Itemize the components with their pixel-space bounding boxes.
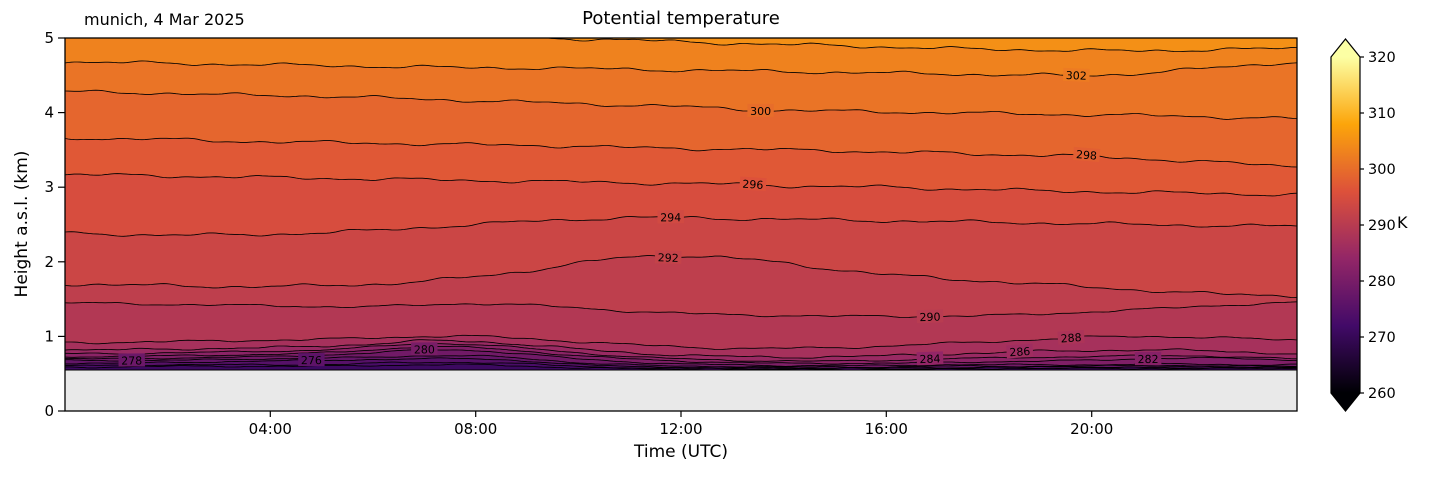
y-axis-label: Height a.s.l. (km) [12, 150, 32, 298]
y-tick-label: 1 [44, 327, 54, 345]
contour-label-text: 284 [919, 352, 940, 366]
contour-label-298: 298 [1072, 146, 1101, 163]
colorbar-label: K [1397, 213, 1408, 232]
contour-label-text: 294 [660, 211, 681, 224]
contour-label-text: 278 [121, 354, 142, 367]
contour-label-mask [118, 353, 145, 367]
x-tick-label: 20:00 [1070, 420, 1113, 438]
colorbar-tick-label: 300 [1368, 162, 1396, 178]
contour-label-300: 300 [747, 103, 774, 118]
station-date-annotation: munich, 4 Mar 2025 [84, 10, 245, 29]
contour-label-text: 280 [414, 343, 435, 356]
contour-label-mask [739, 176, 767, 192]
contour-label-mask [298, 353, 325, 367]
contour-label-text: 282 [1138, 353, 1159, 366]
contour-label-mask [916, 351, 944, 366]
contour-label-text: 296 [742, 178, 764, 192]
x-tick-label: 04:00 [249, 420, 292, 438]
colorbar-extend-max [1331, 39, 1360, 57]
contour-label-mask [654, 250, 682, 264]
y-tick-label: 5 [44, 29, 54, 47]
colorbar-tick-label: 320 [1368, 50, 1396, 66]
contour-line-274 [65, 361, 1297, 370]
colorbar-gradient [1331, 57, 1360, 393]
contour-line-282 [65, 345, 1297, 365]
contour-label-text: 290 [919, 310, 940, 324]
colorbar-extend-min [1331, 393, 1360, 411]
contour-label-mask [1006, 343, 1034, 359]
contour-labels: 278 276 280 292 294 296 300 284 290 286 288 302 298 2… [118, 67, 1162, 368]
contour-label-mask [1072, 146, 1101, 162]
contour-label-text: 286 [1009, 345, 1031, 359]
y-axis-ticks: 0 1 2 3 4 5 [44, 29, 65, 420]
contour-label-text: 302 [1066, 69, 1087, 83]
colorbar-tick-label: 310 [1368, 106, 1396, 122]
ground-mask [65, 370, 1297, 411]
x-axis-ticks: 04:00 08:00 12:00 16:00 20:00 [249, 411, 1113, 438]
contour-label-mask [747, 103, 774, 117]
contour-label-mask [1134, 351, 1162, 366]
contour-line-278 [65, 354, 1297, 369]
colorbar-tick-label: 260 [1368, 386, 1396, 402]
contour-label-284: 284 [916, 351, 944, 366]
contour-label-mask [1057, 329, 1085, 345]
contour-label-294: 294 [657, 210, 684, 224]
contour-line-286 [65, 339, 1297, 359]
contour-label-302: 302 [1062, 67, 1090, 83]
x-axis-label: Time (UTC) [634, 442, 728, 462]
y-tick-label: 0 [44, 402, 54, 420]
contour-line-302 [65, 60, 1297, 77]
contour-label-292: 292 [654, 250, 682, 265]
contour-label-text: 300 [750, 105, 771, 118]
contour-label-text: 292 [657, 251, 678, 265]
colorbar-tick-label: 270 [1368, 330, 1396, 346]
x-tick-label: 08:00 [454, 420, 497, 438]
contour-label-276: 276 [298, 353, 325, 367]
contour-label-288: 288 [1057, 329, 1085, 346]
contour-label-mask [411, 342, 438, 356]
contour-line-276 [65, 357, 1297, 369]
contour-line-300 [65, 89, 1297, 120]
contour-line-288 [65, 334, 1297, 350]
y-tick-label: 4 [44, 104, 54, 122]
y-tick-label: 2 [44, 253, 54, 271]
contour-label-text: 288 [1060, 331, 1082, 345]
colorbar-tick-label: 280 [1368, 274, 1396, 290]
contour-line-304 [438, 38, 1297, 52]
x-tick-label: 12:00 [659, 420, 702, 438]
contour-label-282: 282 [1134, 351, 1162, 366]
contour-label-text: 298 [1075, 148, 1097, 163]
chart-title: Potential temperature [582, 8, 780, 29]
contour-label-280: 280 [411, 342, 438, 356]
contour-line-284 [65, 343, 1297, 362]
contour-label-296: 296 [739, 176, 767, 192]
contour-label-text: 276 [301, 354, 322, 367]
contour-label-mask [916, 309, 944, 324]
colorbar: 260 270 280 290 300 310 320 [1330, 38, 1396, 412]
colorbar-tick-label: 290 [1368, 218, 1396, 234]
contour-label-290: 290 [916, 309, 944, 324]
contour-label-286: 286 [1006, 343, 1034, 359]
contour-label-mask [657, 210, 684, 224]
contour-line-296 [65, 173, 1297, 197]
x-tick-label: 16:00 [865, 420, 908, 438]
contour-label-mask [1062, 67, 1090, 82]
contour-label-278: 278 [118, 353, 145, 368]
contour-line-280 [65, 348, 1297, 367]
contour-line-290 [65, 301, 1297, 318]
y-tick-label: 3 [44, 178, 54, 196]
